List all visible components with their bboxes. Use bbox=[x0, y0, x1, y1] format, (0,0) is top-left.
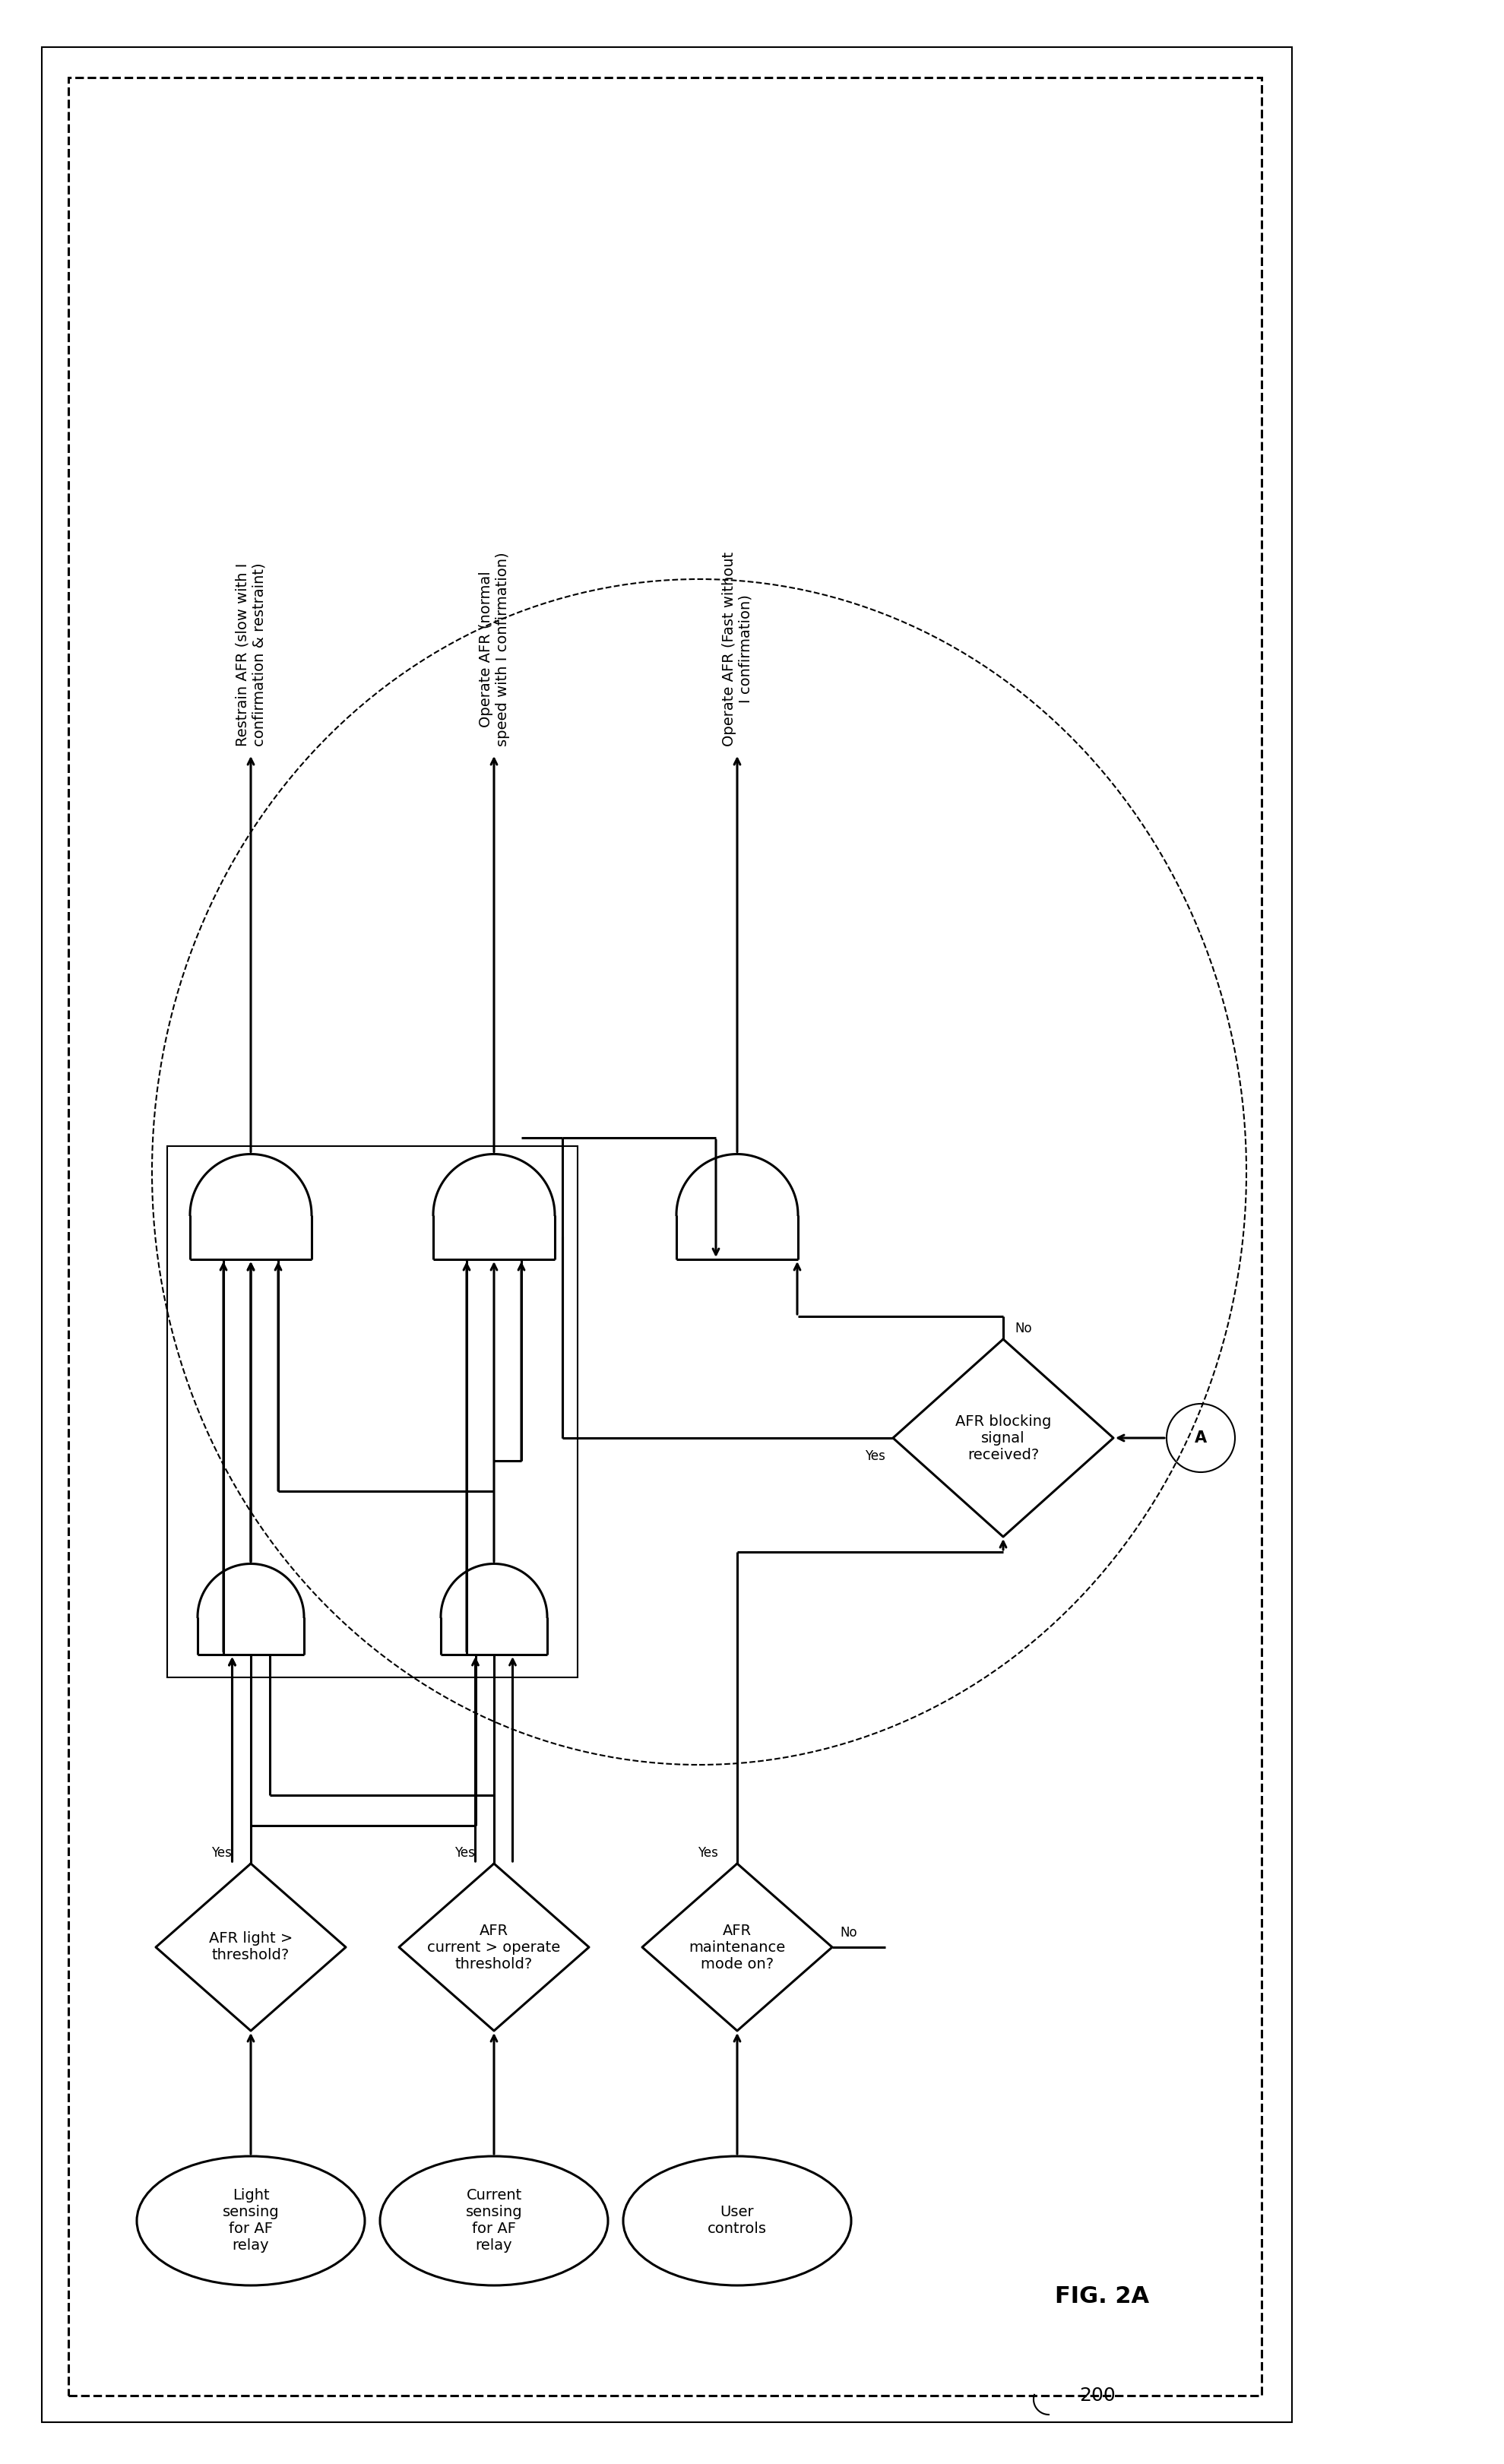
Text: AFR light >
threshold?: AFR light > threshold? bbox=[209, 1932, 293, 1964]
Text: AFR
current > operate
threshold?: AFR current > operate threshold? bbox=[427, 1924, 561, 1971]
Bar bbox=[167, 1146, 578, 1678]
Text: Yes: Yes bbox=[212, 1846, 232, 1860]
Text: Light
sensing
for AF
relay: Light sensing for AF relay bbox=[223, 2188, 280, 2252]
Text: User
controls: User controls bbox=[707, 2205, 767, 2237]
Text: No: No bbox=[1015, 1321, 1032, 1335]
Text: Operate AFR (normal
speed with I confirmation): Operate AFR (normal speed with I confirm… bbox=[478, 552, 510, 747]
Text: Yes: Yes bbox=[698, 1846, 719, 1860]
Text: Current
sensing
for AF
relay: Current sensing for AF relay bbox=[466, 2188, 522, 2252]
Text: Restrain AFR (slow with I
confirmation & restraint): Restrain AFR (slow with I confirmation &… bbox=[235, 562, 266, 747]
Bar bbox=[42, 47, 1292, 2422]
Text: Yes: Yes bbox=[454, 1846, 475, 1860]
Text: AFR blocking
signal
received?: AFR blocking signal received? bbox=[955, 1414, 1051, 1461]
Text: AFR
maintenance
mode on?: AFR maintenance mode on? bbox=[689, 1924, 785, 1971]
Text: Yes: Yes bbox=[865, 1449, 886, 1464]
Text: Operate AFR (Fast without
I confirmation): Operate AFR (Fast without I confirmation… bbox=[722, 552, 754, 747]
Text: No: No bbox=[839, 1927, 857, 1939]
Text: FIG. 2A: FIG. 2A bbox=[1054, 2287, 1149, 2309]
Text: A: A bbox=[1194, 1432, 1206, 1446]
Text: 200: 200 bbox=[1080, 2388, 1116, 2405]
Bar bbox=[68, 76, 1262, 2395]
